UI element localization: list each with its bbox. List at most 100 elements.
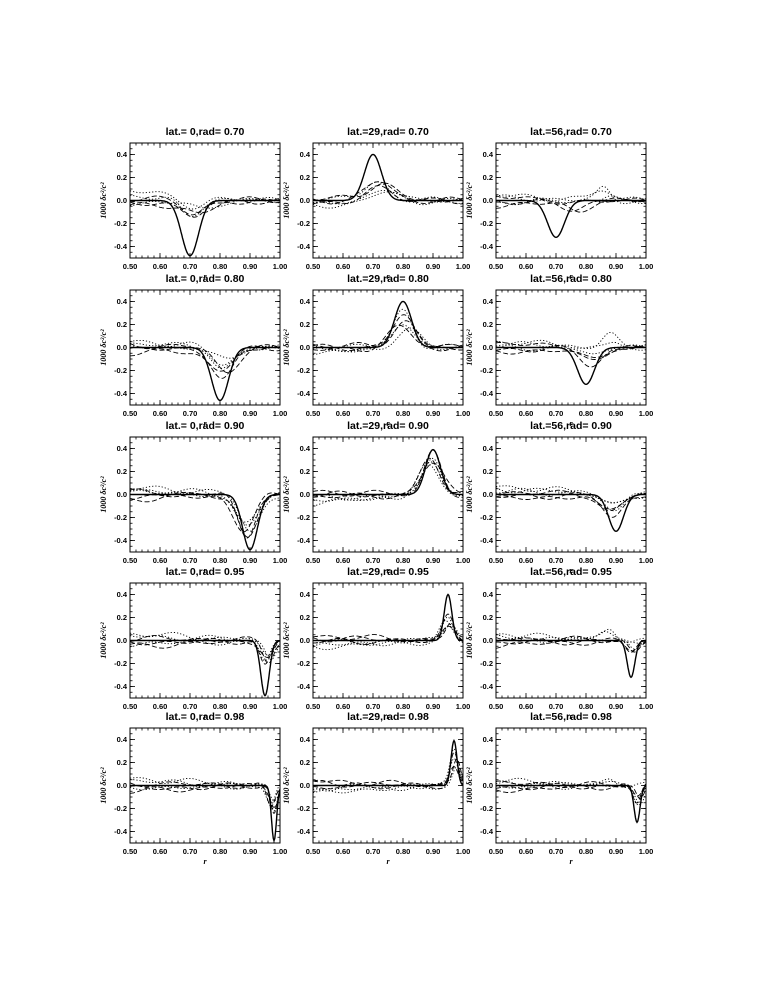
y-tick-label: 0.0 — [300, 343, 310, 352]
x-axis-label: r — [203, 419, 207, 428]
kernel-curve — [313, 181, 463, 204]
x-axis-label: r — [386, 272, 390, 281]
kernel-curve — [496, 185, 646, 205]
kernel-curve — [130, 782, 280, 815]
y-tick-label: 0.4 — [300, 297, 311, 306]
x-tick-label: 1.00 — [456, 556, 471, 565]
y-tick-label: -0.4 — [297, 682, 311, 691]
kernel-curve — [130, 777, 280, 806]
panel-title: lat.=56,rad= 0.80 — [530, 273, 612, 285]
x-tick-label: 0.80 — [579, 847, 594, 856]
y-tick-label: 0.2 — [117, 758, 127, 767]
kernel-curve — [313, 308, 463, 351]
x-tick-label: 0.70 — [549, 262, 564, 271]
y-tick-label: 0.4 — [300, 150, 311, 159]
target-curve — [313, 739, 463, 787]
y-tick-label: 0.2 — [117, 173, 127, 182]
kernel-curve — [313, 616, 463, 647]
x-tick-label: 0.70 — [366, 262, 381, 271]
kernel-curve — [313, 181, 463, 205]
y-tick-label: -0.2 — [114, 513, 127, 522]
x-tick-label: 0.80 — [213, 556, 228, 565]
y-tick-label: -0.2 — [480, 513, 493, 522]
kernel-curve — [130, 341, 280, 359]
y-axis-label: 1000 δc²/c² — [282, 767, 291, 804]
x-tick-label: 0.90 — [243, 409, 258, 418]
y-axis-label: 1000 δc²/c² — [465, 622, 474, 659]
y-axis-label: 1000 δc²/c² — [282, 476, 291, 513]
y-axis-label: 1000 δc²/c² — [99, 622, 108, 659]
x-tick-label: 0.70 — [549, 556, 564, 565]
y-axis-label: 1000 δc²/c² — [99, 329, 108, 366]
y-tick-label: 0.2 — [483, 467, 493, 476]
y-tick-label: -0.2 — [297, 219, 310, 228]
x-tick-label: 0.60 — [336, 262, 351, 271]
x-tick-label: 0.50 — [306, 409, 321, 418]
target-curve — [496, 639, 646, 679]
kernel-curve — [130, 781, 280, 807]
chart-panel: lat.=56,rad= 0.80 0.50 0.60 0.70 0.80 0.90 1.0… — [465, 273, 653, 428]
kernel-curve — [130, 493, 280, 539]
x-tick-label: 0.60 — [153, 847, 168, 856]
kernel-curve — [496, 195, 646, 206]
series-group — [496, 628, 646, 679]
kernel-curve — [313, 462, 463, 500]
y-tick-label: 0.4 — [117, 444, 128, 453]
panel-title: lat.= 0,rad= 0.70 — [166, 126, 245, 138]
y-tick-label: -0.2 — [480, 659, 493, 668]
y-tick-label: 0.2 — [483, 173, 493, 182]
x-tick-label: 0.90 — [426, 409, 441, 418]
series-group — [130, 777, 280, 843]
x-tick-label: 0.50 — [489, 409, 504, 418]
y-tick-label: -0.4 — [480, 536, 494, 545]
series-group — [313, 739, 463, 794]
chart-panel: lat.=29,rad= 0.90 0.50 0.60 0.70 0.80 0.90 1.0… — [282, 420, 470, 575]
x-tick-label: 0.70 — [549, 409, 564, 418]
y-tick-label: 0.4 — [483, 735, 494, 744]
target-curve — [130, 784, 280, 843]
x-tick-label: 0.80 — [213, 702, 228, 711]
x-tick-label: 0.60 — [519, 409, 534, 418]
y-tick-label: -0.2 — [480, 366, 493, 375]
series-group — [496, 331, 646, 386]
x-tick-label: 1.00 — [273, 262, 288, 271]
x-tick-label: 0.90 — [609, 262, 624, 271]
kernel-curve — [313, 457, 463, 497]
y-tick-label: 0.2 — [300, 758, 310, 767]
y-tick-label: 0.2 — [483, 613, 493, 622]
panel-title: lat.=29,rad= 0.98 — [347, 711, 429, 723]
series-group — [130, 485, 280, 551]
y-tick-label: -0.2 — [114, 659, 127, 668]
x-tick-label: 0.70 — [549, 702, 564, 711]
x-tick-label: 0.90 — [426, 262, 441, 271]
kernel-curve — [313, 189, 463, 205]
x-tick-label: 0.60 — [153, 556, 168, 565]
y-tick-label: -0.2 — [114, 804, 127, 813]
y-tick-label: 0.0 — [483, 636, 493, 645]
y-axis-label: 1000 δc²/c² — [282, 622, 291, 659]
y-axis-label: 1000 δc²/c² — [99, 182, 108, 219]
y-tick-label: 0.0 — [117, 196, 127, 205]
x-tick-label: 0.50 — [489, 847, 504, 856]
x-tick-label: 1.00 — [639, 262, 654, 271]
kernel-curve — [496, 331, 646, 351]
y-tick-label: 0.4 — [117, 735, 128, 744]
chart-panel: lat.= 0,rad= 0.90 0.50 0.60 0.70 0.80 0.90 1.0… — [99, 420, 287, 575]
x-tick-label: 0.80 — [213, 262, 228, 271]
kernel-curve — [313, 185, 463, 205]
y-axis-label: 1000 δc²/c² — [465, 767, 474, 804]
x-tick-label: 0.80 — [396, 702, 411, 711]
y-tick-label: 0.0 — [483, 781, 493, 790]
x-tick-label: 0.60 — [336, 847, 351, 856]
x-axis-label: r — [386, 419, 390, 428]
x-tick-label: 0.80 — [396, 556, 411, 565]
x-tick-label: 0.80 — [213, 847, 228, 856]
x-tick-label: 0.70 — [183, 847, 198, 856]
target-curve — [130, 639, 280, 697]
kernel-curve — [496, 485, 646, 504]
x-tick-label: 0.80 — [579, 409, 594, 418]
x-tick-label: 0.90 — [243, 847, 258, 856]
x-axis-label: r — [569, 566, 573, 575]
chart-panel: lat.= 0,rad= 0.70 0.50 0.60 0.70 0.80 0.90 1.0… — [99, 126, 287, 281]
kernel-curve — [496, 492, 646, 518]
